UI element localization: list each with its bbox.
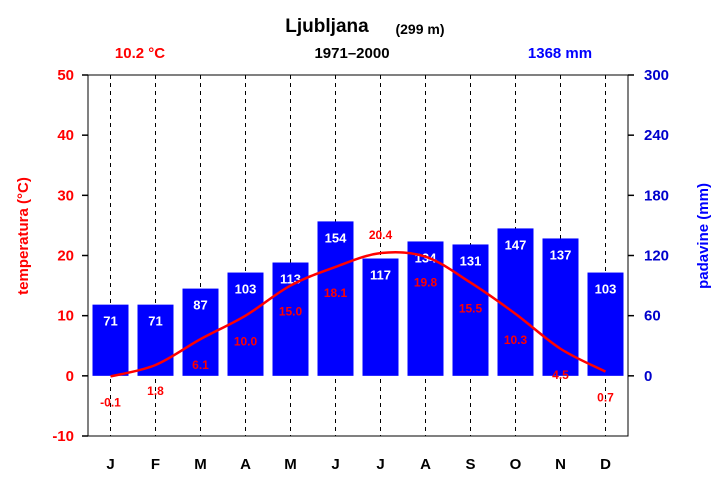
- x-tick-label: J: [376, 456, 384, 473]
- chart-elevation: (299 m): [395, 21, 444, 37]
- y-right-tick-label: 60: [644, 308, 661, 325]
- y-right-tick-label: 0: [644, 368, 652, 385]
- total-precipitation: 1368 mm: [528, 45, 592, 62]
- y-left-tick-label: 0: [66, 368, 74, 385]
- x-tick-label: N: [555, 456, 566, 473]
- precip-bar-label: 131: [460, 253, 482, 268]
- precip-bar: [587, 272, 624, 376]
- y-axis-right-label: padavine (mm): [695, 183, 712, 289]
- period: 1971–2000: [314, 45, 389, 62]
- avg-temperature: 10.2 °C: [115, 45, 165, 62]
- temperature-label: 15.0: [279, 305, 303, 319]
- y-left-tick-label: -10: [52, 428, 74, 445]
- chart-title: Ljubljana: [285, 16, 369, 37]
- x-tick-label: A: [420, 456, 431, 473]
- y-left-tick-label: 20: [57, 248, 74, 265]
- y-right-tick-label: 240: [644, 127, 669, 144]
- temperature-label: 1.8: [147, 384, 164, 398]
- precip-bar: [452, 244, 489, 376]
- temperature-label: -0.1: [100, 395, 121, 409]
- y-right-tick-label: 300: [644, 67, 669, 84]
- temperature-label: 19.8: [414, 276, 438, 290]
- x-tick-label: F: [151, 456, 160, 473]
- temperature-label: 6.1: [192, 358, 209, 372]
- precip-bar-label: 103: [235, 282, 257, 297]
- plot-area: 50 40 30 20 10 0 -10 300 240 180 120 60 0 71 71 87 103 11…: [52, 67, 669, 473]
- temperature-label: 20.4: [369, 228, 393, 242]
- temperature-label: 18.1: [324, 286, 348, 300]
- precip-bar-label: 71: [103, 314, 117, 329]
- temperature-label: 10.0: [234, 335, 258, 349]
- x-tick-label: S: [465, 456, 475, 473]
- x-tick-label: A: [240, 456, 251, 473]
- temperature-line: [110, 250, 607, 378]
- temperature-label: 15.5: [459, 302, 483, 316]
- x-tick-label: J: [106, 456, 114, 473]
- y-right-tick-label: 120: [644, 248, 669, 265]
- y-left-tick-label: 50: [57, 67, 74, 84]
- precip-bar-label: 147: [505, 237, 527, 252]
- precip-bar-label: 103: [595, 282, 617, 297]
- precip-bar: [317, 221, 354, 376]
- precip-bar-label: 154: [325, 230, 347, 245]
- x-tick-label: D: [600, 456, 611, 473]
- precip-bar: [227, 272, 264, 376]
- precip-bar: [272, 262, 309, 376]
- precip-bar-label: 117: [370, 268, 391, 283]
- precip-bar-label: 71: [148, 314, 162, 329]
- precip-bar: [407, 241, 444, 376]
- temperature-label: 10.3: [504, 333, 528, 347]
- x-tick-label: M: [284, 456, 297, 473]
- y-left-tick-label: 30: [57, 187, 74, 204]
- precip-bar: [497, 228, 534, 376]
- y-left-tick-label: 40: [57, 127, 74, 144]
- x-tick-label: O: [510, 456, 522, 473]
- y-axis-left-label: temperatura (°C): [15, 177, 32, 295]
- precip-bar-label: 137: [550, 247, 572, 262]
- precip-bar: [362, 258, 399, 376]
- precip-bar: [542, 238, 579, 376]
- y-left-tick-label: 10: [57, 308, 74, 325]
- temperature-label: 4.5: [552, 368, 569, 382]
- precip-bar-label: 87: [193, 298, 207, 313]
- x-tick-label: J: [331, 456, 339, 473]
- x-tick-label: M: [194, 456, 207, 473]
- temperature-label: 0.7: [597, 391, 614, 405]
- precip-bar: [92, 304, 129, 376]
- y-right-tick-label: 180: [644, 187, 669, 204]
